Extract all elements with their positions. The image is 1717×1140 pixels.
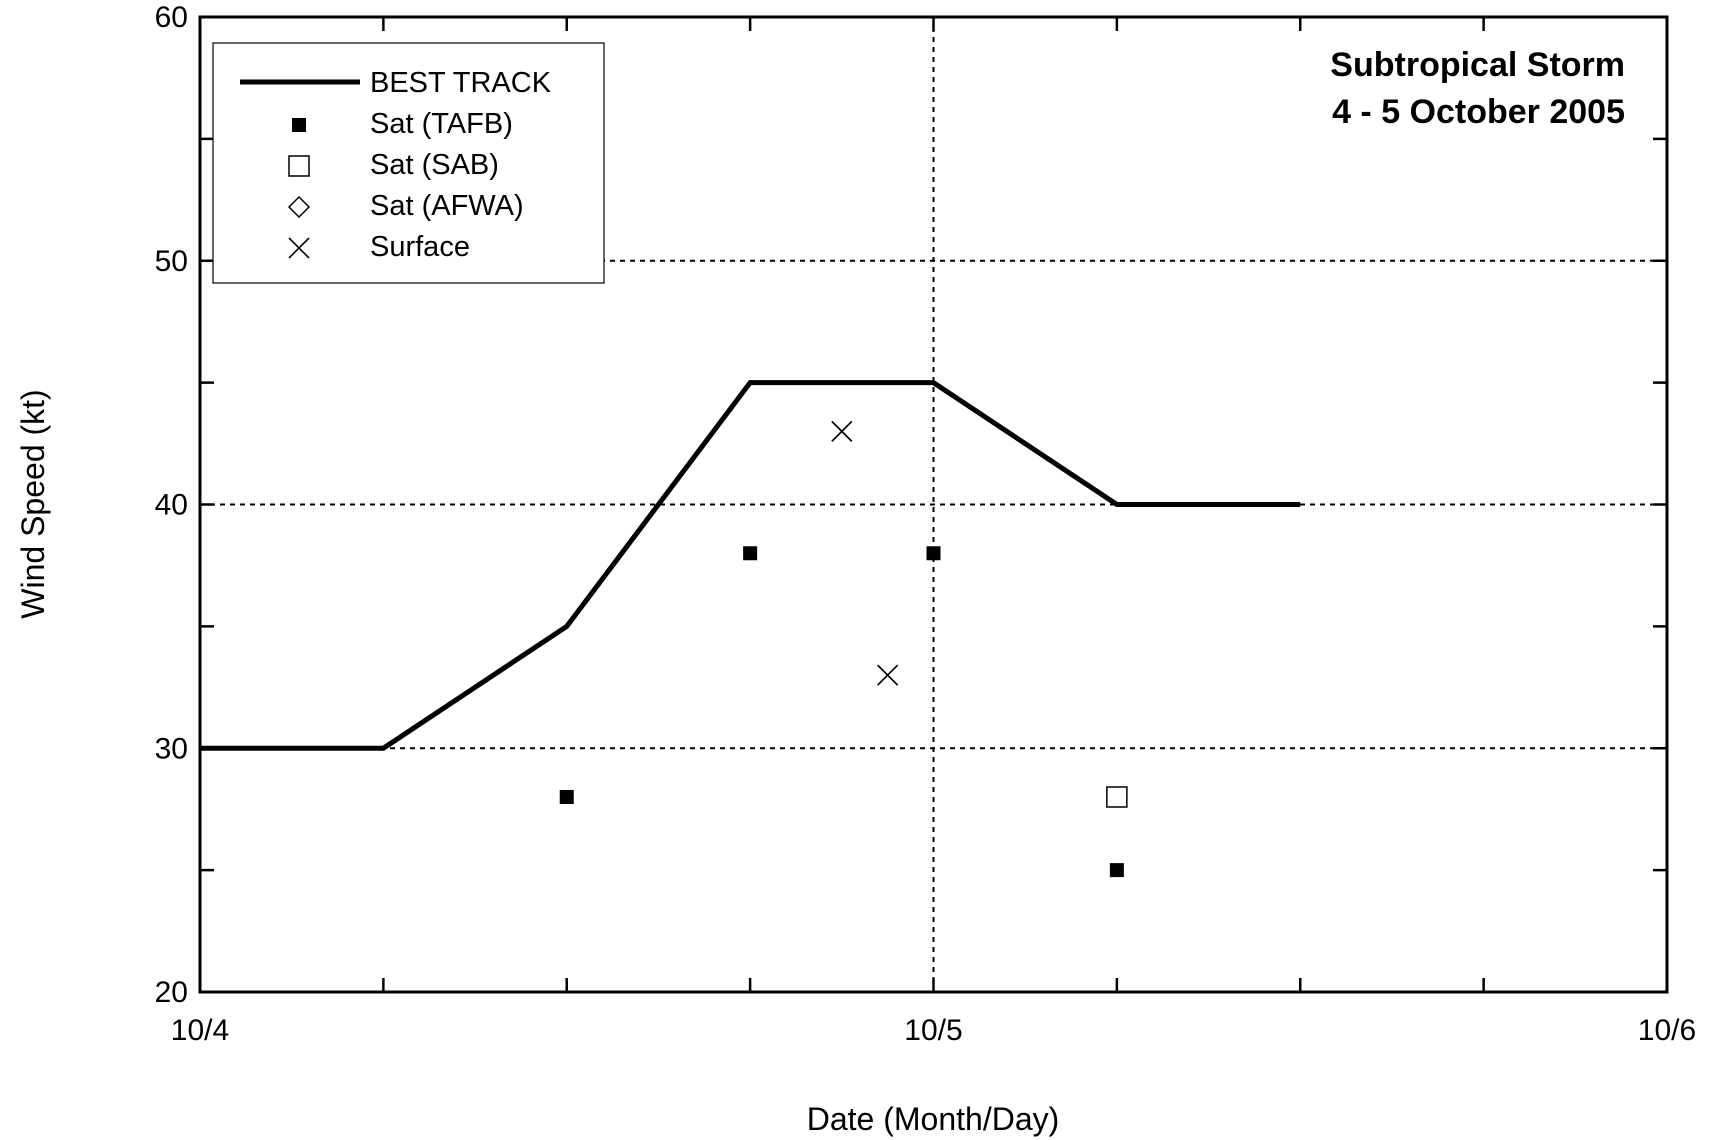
legend-swatch-open-diamond	[287, 195, 311, 219]
chart-title-line-2: 4 - 5 October 2005	[1332, 93, 1625, 131]
point-filled-square	[1109, 863, 1124, 878]
chart-title-line-1: Subtropical Storm	[1330, 46, 1625, 84]
y-tick-label: 30	[155, 732, 188, 765]
y-axis-title: Wind Speed (kt)	[15, 389, 51, 618]
y-tick-label: 20	[155, 976, 188, 1009]
legend-swatch-open-square	[288, 155, 310, 177]
legend: BEST TRACK Sat (TAFB) Sat (SAB) Sat (AFWA) S…	[212, 42, 605, 284]
x-tick-label: 10/6	[1638, 1014, 1696, 1047]
point-filled-square	[559, 790, 574, 804]
legend-label: Sat (SAB)	[370, 149, 499, 181]
data-series	[200, 380, 1301, 878]
point-x-cross	[877, 664, 899, 686]
point-x-cross	[831, 420, 853, 442]
y-tick-label: 60	[155, 1, 188, 34]
x-tick-label: 10/5	[904, 1014, 962, 1047]
legend-swatch-x-cross	[288, 237, 310, 259]
legend-label: Sat (AFWA)	[370, 190, 524, 222]
point-filled-square	[743, 546, 758, 561]
y-tick-label: 50	[155, 245, 188, 278]
point-open-square	[1106, 786, 1128, 808]
x-tick-label: 10/4	[171, 1014, 229, 1047]
x-axis-title: Date (Month/Day)	[807, 1101, 1060, 1137]
axis-ticks: 10/4 10/5 10/6 20 30 40 50 60	[155, 1, 1697, 1047]
legend-label: Surface	[370, 231, 470, 263]
legend-swatch-filled-square	[292, 118, 306, 132]
legend-label: Sat (TAFB)	[370, 108, 513, 140]
best-track-line	[200, 380, 1301, 751]
legend-label: BEST TRACK	[370, 67, 552, 99]
point-filled-square	[926, 546, 941, 561]
y-tick-label: 40	[155, 489, 188, 522]
